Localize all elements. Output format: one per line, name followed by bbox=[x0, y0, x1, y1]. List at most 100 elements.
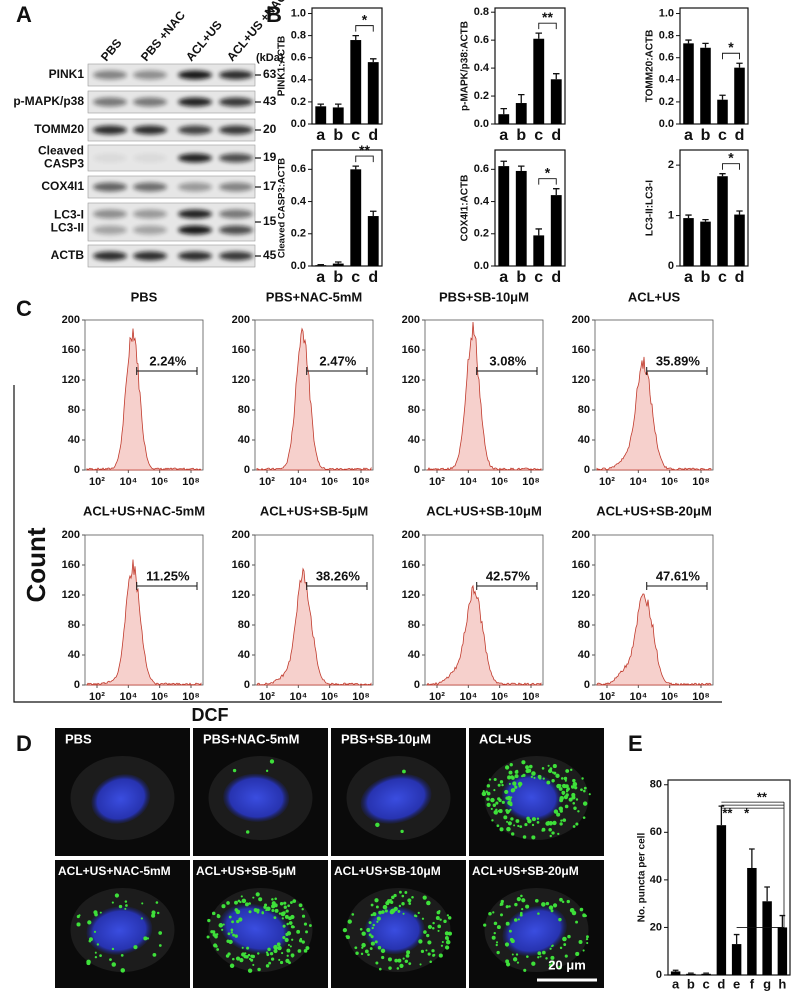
puncta bbox=[558, 806, 564, 811]
puncta bbox=[406, 950, 411, 955]
puncta bbox=[508, 801, 513, 806]
flow-x-tick-label: 10⁴ bbox=[629, 691, 647, 703]
flow-y-tick-label: 0 bbox=[244, 464, 250, 476]
puncta bbox=[371, 926, 374, 930]
puncta bbox=[514, 902, 518, 907]
micrograph-title: ACL+US bbox=[479, 731, 532, 746]
puncta bbox=[549, 947, 552, 950]
puncta bbox=[133, 945, 138, 950]
flow-curve bbox=[256, 567, 372, 686]
puncta bbox=[155, 901, 159, 904]
y-tick-label: 0.0 bbox=[659, 118, 674, 130]
puncta bbox=[394, 958, 398, 963]
puncta bbox=[547, 764, 550, 767]
puncta bbox=[505, 959, 510, 964]
bar bbox=[315, 106, 327, 124]
puncta bbox=[516, 897, 521, 902]
puncta bbox=[520, 894, 523, 898]
puncta bbox=[273, 949, 278, 954]
puncta bbox=[575, 798, 579, 801]
puncta bbox=[552, 903, 558, 908]
flow-y-tick-label: 120 bbox=[232, 589, 250, 601]
puncta bbox=[438, 953, 443, 958]
puncta bbox=[216, 914, 221, 919]
puncta bbox=[567, 934, 571, 939]
puncta bbox=[508, 770, 513, 775]
flow-y-tick-label: 40 bbox=[408, 434, 420, 446]
x-tick-label: a bbox=[499, 269, 508, 286]
puncta bbox=[235, 909, 241, 915]
flow-y-tick-label: 80 bbox=[68, 404, 80, 416]
puncta bbox=[140, 917, 143, 920]
puncta bbox=[541, 827, 546, 832]
puncta bbox=[531, 961, 536, 966]
blot-band bbox=[219, 97, 253, 107]
puncta bbox=[360, 952, 364, 956]
puncta bbox=[287, 943, 291, 947]
puncta bbox=[370, 935, 374, 939]
puncta bbox=[114, 893, 120, 898]
puncta bbox=[499, 780, 504, 784]
puncta bbox=[232, 957, 235, 961]
puncta bbox=[231, 920, 235, 924]
flow-x-tick-label: 10⁴ bbox=[289, 476, 307, 488]
puncta bbox=[401, 902, 405, 906]
puncta bbox=[398, 904, 402, 908]
flow-y-tick-label: 0 bbox=[74, 679, 80, 691]
puncta bbox=[582, 913, 587, 918]
blot-band bbox=[133, 70, 167, 80]
puncta bbox=[516, 961, 520, 964]
flow-y-tick-label: 0 bbox=[74, 464, 80, 476]
puncta bbox=[86, 959, 91, 965]
nucleus bbox=[91, 774, 151, 824]
puncta bbox=[239, 958, 244, 963]
puncta bbox=[548, 827, 552, 832]
puncta bbox=[546, 780, 551, 785]
bar bbox=[350, 169, 362, 266]
y-tick-label: 0.2 bbox=[474, 228, 489, 240]
blot-band bbox=[133, 153, 167, 163]
puncta bbox=[290, 914, 295, 920]
puncta bbox=[551, 944, 554, 947]
flow-y-tick-label: 40 bbox=[578, 434, 590, 446]
puncta bbox=[234, 934, 238, 938]
puncta bbox=[290, 953, 295, 958]
puncta bbox=[572, 801, 576, 805]
row-label: p-MAPK/p38 bbox=[13, 94, 84, 108]
puncta bbox=[493, 931, 496, 935]
puncta bbox=[509, 808, 512, 811]
puncta bbox=[226, 901, 230, 905]
blot-band bbox=[178, 97, 212, 107]
flow-y-tick-label: 200 bbox=[232, 314, 250, 326]
puncta bbox=[513, 918, 518, 922]
puncta bbox=[572, 778, 576, 783]
puncta bbox=[558, 965, 562, 970]
puncta bbox=[222, 923, 225, 926]
puncta bbox=[588, 793, 591, 796]
bar bbox=[498, 166, 510, 266]
bar bbox=[683, 43, 694, 124]
flow-x-tick-label: 10⁶ bbox=[661, 476, 678, 488]
puncta bbox=[526, 816, 530, 821]
puncta bbox=[510, 939, 515, 944]
puncta bbox=[534, 898, 539, 903]
row-label: COX4I1 bbox=[41, 179, 84, 193]
puncta bbox=[549, 834, 552, 838]
blot-band bbox=[178, 70, 212, 80]
puncta bbox=[156, 911, 160, 915]
flow-title: ACL+US+SB-5μM bbox=[260, 503, 368, 518]
puncta bbox=[504, 765, 510, 770]
puncta bbox=[495, 812, 498, 815]
puncta bbox=[111, 962, 116, 967]
puncta bbox=[387, 957, 392, 962]
puncta bbox=[269, 952, 274, 956]
bar bbox=[686, 973, 696, 975]
puncta bbox=[559, 822, 563, 826]
puncta bbox=[493, 921, 498, 926]
puncta bbox=[420, 949, 425, 954]
lane-label: PBS bbox=[98, 36, 125, 64]
blot-band bbox=[178, 209, 212, 219]
x-tick-label: b bbox=[333, 127, 343, 144]
row-label: CASP3 bbox=[44, 157, 84, 171]
puncta bbox=[364, 949, 369, 954]
